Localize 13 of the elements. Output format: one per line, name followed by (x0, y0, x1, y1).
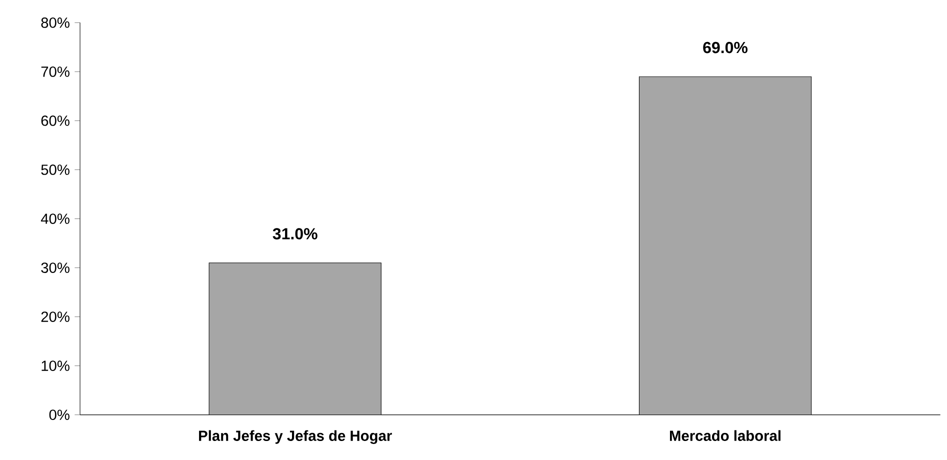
y-tick-label: 0% (49, 410, 70, 420)
y-tick-label: 70% (41, 66, 70, 77)
data-label: 69.0% (703, 42, 748, 54)
y-tick-label: 20% (41, 312, 70, 322)
y-tick-label: 80% (41, 17, 70, 28)
y-tick-label: 50% (41, 164, 70, 175)
x-tick-label: Mercado laboral (670, 430, 780, 441)
y-tick-label: 60% (41, 115, 70, 126)
y-tick-label: 10% (42, 360, 70, 371)
x-tick-label: Plan Jefes y Jefas de Hogar (199, 430, 392, 444)
data-label: 31.0% (272, 228, 318, 240)
y-tick-label: 40% (40, 213, 70, 224)
y-tick-label: 30% (41, 262, 70, 273)
